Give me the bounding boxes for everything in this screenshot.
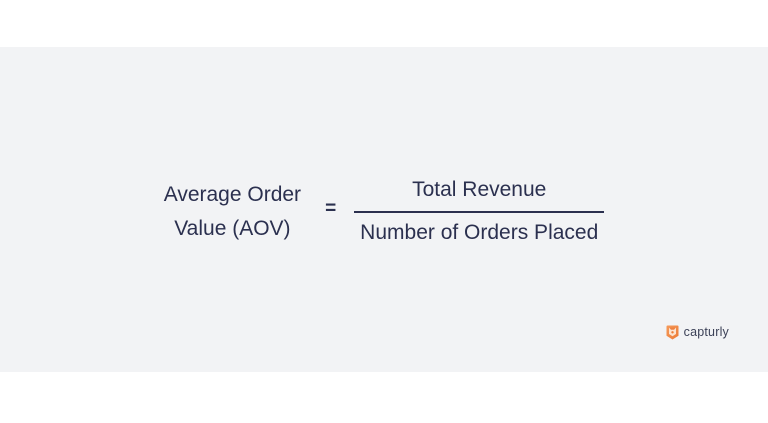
formula-lhs-line2: Value (AOV) [174,216,291,240]
slide-background: Average Order Value (AOV) = Total Revenu… [0,47,768,372]
aov-formula: Average Order Value (AOV) = Total Revenu… [164,178,605,246]
formula-numerator: Total Revenue [412,178,547,202]
formula-lhs-line1: Average Order [163,182,302,206]
capturly-fox-icon [666,325,679,340]
formula-lhs: Average Order Value (AOV) [164,178,301,246]
formula-fraction: Total Revenue Number of Orders Placed [354,178,605,244]
equals-sign: = [325,198,337,219]
capturly-logo-text: capturly [683,324,729,339]
formula-denominator: Number of Orders Placed [360,220,599,244]
fraction-line [354,210,605,213]
capturly-logo: capturly [666,325,729,340]
